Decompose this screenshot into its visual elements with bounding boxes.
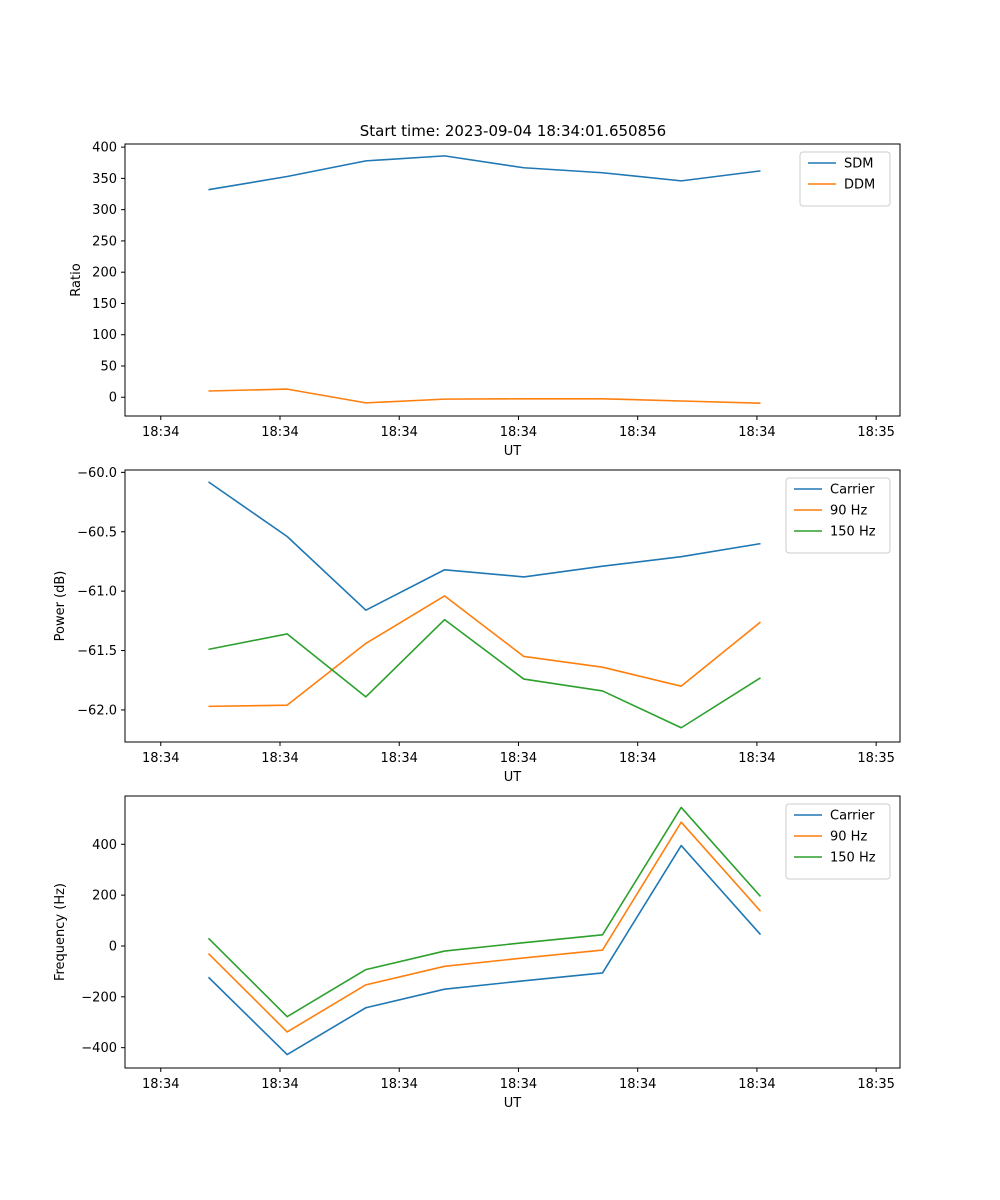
- ratio-y-tick-label: 150: [92, 297, 117, 312]
- ratio-series-sdm: [208, 155, 761, 191]
- ratio-legend-box: [799, 151, 891, 207]
- frequency-series-carrier: [207, 844, 762, 1056]
- frequency-panel: 18:34 18:34 18:34 18:34 18:34 18:34 18:35 −400 −…: [53, 795, 901, 1111]
- power-panel: 18:34 18:34 18:34 18:34 18:34 18:34 18:35 −62.0…: [53, 466, 901, 785]
- power-x-tick-label: 18:34: [142, 751, 179, 766]
- power-axes-frame: [124, 469, 901, 743]
- power-x-tick-label: 18:34: [500, 751, 537, 766]
- ratio-x-tick-label: 18:34: [261, 425, 298, 440]
- ratio-x-axis-label: UT: [504, 444, 522, 459]
- ratio-y-tick-label: 100: [92, 328, 117, 343]
- frequency-legend-label-150-hz: 150 Hz: [830, 851, 876, 866]
- power-y-tick-label: −61.0: [77, 585, 117, 600]
- ratio-y-tick-label: 300: [92, 203, 117, 218]
- power-x-tick-label: 18:34: [738, 751, 775, 766]
- figure-title: Start time: 2023-09-04 18:34:01.650856: [360, 122, 666, 140]
- frequency-y-tick-label: 200: [92, 889, 117, 904]
- frequency-legend-label-90-hz: 90 Hz: [830, 830, 867, 845]
- power-series-carrier: [208, 481, 761, 611]
- frequency-x-tick-label: 18:34: [380, 1077, 417, 1092]
- power-x-axis-label: UT: [504, 770, 522, 785]
- power-series-90-hz: [208, 595, 762, 708]
- frequency-x-tick-label: 18:34: [500, 1077, 537, 1092]
- frequency-x-tick-label: 18:34: [738, 1077, 775, 1092]
- ratio-x-tick-label: 18:34: [142, 425, 179, 440]
- ratio-x-tick-label: 18:34: [619, 425, 656, 440]
- power-y-axis-label: Power (dB): [53, 571, 68, 642]
- frequency-y-tick-label: 400: [92, 838, 117, 853]
- power-y-tick-label: −62.0: [77, 703, 117, 718]
- frequency-axes-frame: [124, 795, 901, 1069]
- power-y-tick-label: −60.0: [77, 466, 117, 481]
- ratio-x-tick-label: 18:35: [857, 425, 894, 440]
- frequency-x-tick-label: 18:35: [857, 1077, 894, 1092]
- ratio-legend-label-ddm: DDM: [844, 178, 875, 193]
- frequency-legend-label-carrier: Carrier: [830, 809, 875, 824]
- ratio-y-tick-label: 50: [100, 359, 117, 374]
- power-y-tick-label: −61.5: [77, 644, 117, 659]
- power-legend-label-carrier: Carrier: [830, 483, 875, 498]
- ratio-y-tick-label: 400: [92, 141, 117, 156]
- ratio-panel: 18:34 18:34 18:34 18:34 18:34 18:34 18:35 0 50 10…: [69, 141, 901, 459]
- frequency-x-tick-label: 18:34: [619, 1077, 656, 1092]
- frequency-legend-box: [785, 803, 891, 880]
- ratio-y-tick-label: 250: [92, 234, 117, 249]
- power-x-tick-label: 18:34: [380, 751, 417, 766]
- ratio-y-tick-label: 200: [92, 266, 117, 281]
- frequency-x-axis-label: UT: [504, 1096, 522, 1111]
- power-legend-label-150-hz: 150 Hz: [830, 525, 876, 540]
- ratio-x-tick-label: 18:34: [738, 425, 775, 440]
- frequency-y-tick-label: −400: [81, 1041, 117, 1056]
- ratio-y-tick-label: 0: [109, 391, 117, 406]
- frequency-x-tick-label: 18:34: [261, 1077, 298, 1092]
- frequency-y-tick-label: −200: [81, 990, 117, 1005]
- ratio-legend: SDM DDM: [799, 151, 891, 207]
- ratio-y-tick-label: 350: [92, 172, 117, 187]
- power-legend-label-90-hz: 90 Hz: [830, 504, 867, 519]
- ratio-x-tick-label: 18:34: [380, 425, 417, 440]
- ratio-y-axis-label: Ratio: [69, 263, 84, 296]
- power-x-tick-label: 18:34: [261, 751, 298, 766]
- frequency-series-150-hz: [207, 806, 762, 1018]
- frequency-legend: Carrier 90 Hz 150 Hz: [785, 803, 891, 880]
- power-legend-box: [785, 477, 891, 554]
- power-legend: Carrier 90 Hz 150 Hz: [785, 477, 891, 554]
- power-x-tick-label: 18:34: [619, 751, 656, 766]
- ratio-series-ddm: [208, 388, 761, 404]
- frequency-y-tick-label: 0: [109, 939, 117, 954]
- frequency-series-90-hz: [207, 821, 762, 1033]
- power-y-tick-label: −60.5: [77, 525, 117, 540]
- frequency-x-tick-label: 18:34: [142, 1077, 179, 1092]
- ratio-axes-frame: [124, 143, 901, 417]
- power-series-150-hz: [208, 618, 761, 729]
- power-x-tick-label: 18:35: [857, 751, 894, 766]
- ratio-legend-label-sdm: SDM: [844, 157, 873, 172]
- frequency-y-axis-label: Frequency (Hz): [53, 883, 68, 981]
- ratio-x-tick-label: 18:34: [500, 425, 537, 440]
